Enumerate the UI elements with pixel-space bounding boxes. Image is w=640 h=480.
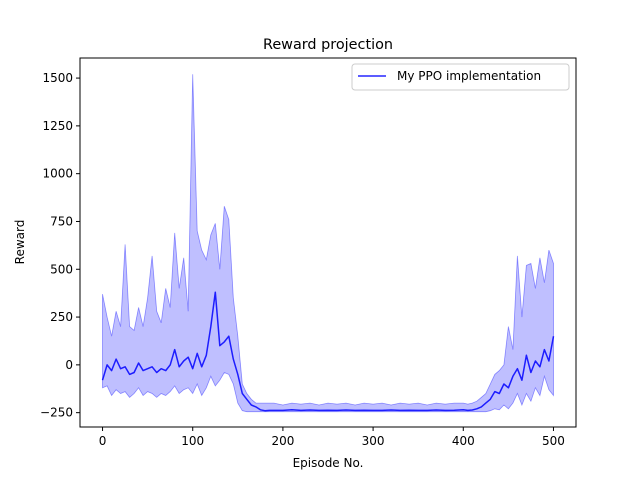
y-tick-label: 1500	[42, 71, 73, 85]
axes-frame	[79, 57, 577, 428]
y-tick-label: 750	[50, 214, 73, 228]
y-tick-label: 0	[65, 358, 73, 372]
x-tick-label: 100	[181, 434, 204, 448]
series-0-minmax-band	[102, 74, 554, 413]
y-tick-label: 250	[50, 310, 73, 324]
y-axis: −250 0 250 500 750 1000 1250 1500	[40, 71, 80, 420]
legend-box	[351, 63, 570, 91]
y-tick-label: 1000	[42, 167, 73, 181]
legend: My PPO implementation	[351, 63, 570, 91]
x-axis-label: Episode No.	[293, 456, 364, 470]
series-0-mean-line	[101, 291, 555, 412]
y-axis-label: Reward	[13, 220, 27, 265]
x-tick-label: 200	[271, 434, 294, 448]
plot-area	[101, 74, 555, 413]
y-tick-label: 1250	[42, 119, 73, 133]
x-tick-label: 300	[362, 434, 385, 448]
x-tick-label: 400	[452, 434, 475, 448]
x-axis: 0 100 200 300 400 500	[99, 427, 565, 448]
chart-title: Reward projection	[263, 37, 393, 53]
x-tick-label: 500	[542, 434, 565, 448]
y-tick-label: 500	[50, 262, 73, 276]
legend-label: My PPO implementation	[397, 69, 541, 83]
y-tick-label: −250	[40, 406, 73, 420]
x-tick-label: 0	[99, 434, 107, 448]
